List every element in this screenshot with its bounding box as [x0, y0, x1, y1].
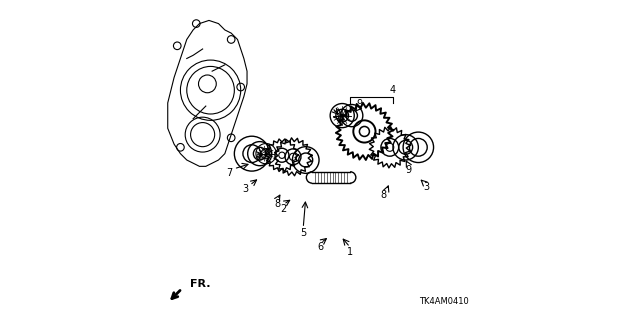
Text: 9: 9: [356, 100, 363, 109]
Text: 7: 7: [227, 168, 233, 178]
Text: 3: 3: [243, 184, 248, 194]
Text: 1: 1: [347, 247, 353, 257]
Text: 4: 4: [390, 85, 396, 95]
Text: 8: 8: [274, 199, 280, 209]
Text: 3: 3: [423, 182, 429, 192]
Text: 8: 8: [380, 190, 387, 200]
Text: 9: 9: [255, 153, 261, 164]
Text: 9: 9: [334, 109, 340, 119]
Text: 9: 9: [406, 164, 412, 174]
Text: FR.: FR.: [190, 279, 211, 289]
Text: 2: 2: [280, 204, 287, 214]
Text: 6: 6: [317, 242, 324, 252]
Text: 5: 5: [300, 228, 307, 238]
Text: TK4AM0410: TK4AM0410: [419, 297, 469, 306]
